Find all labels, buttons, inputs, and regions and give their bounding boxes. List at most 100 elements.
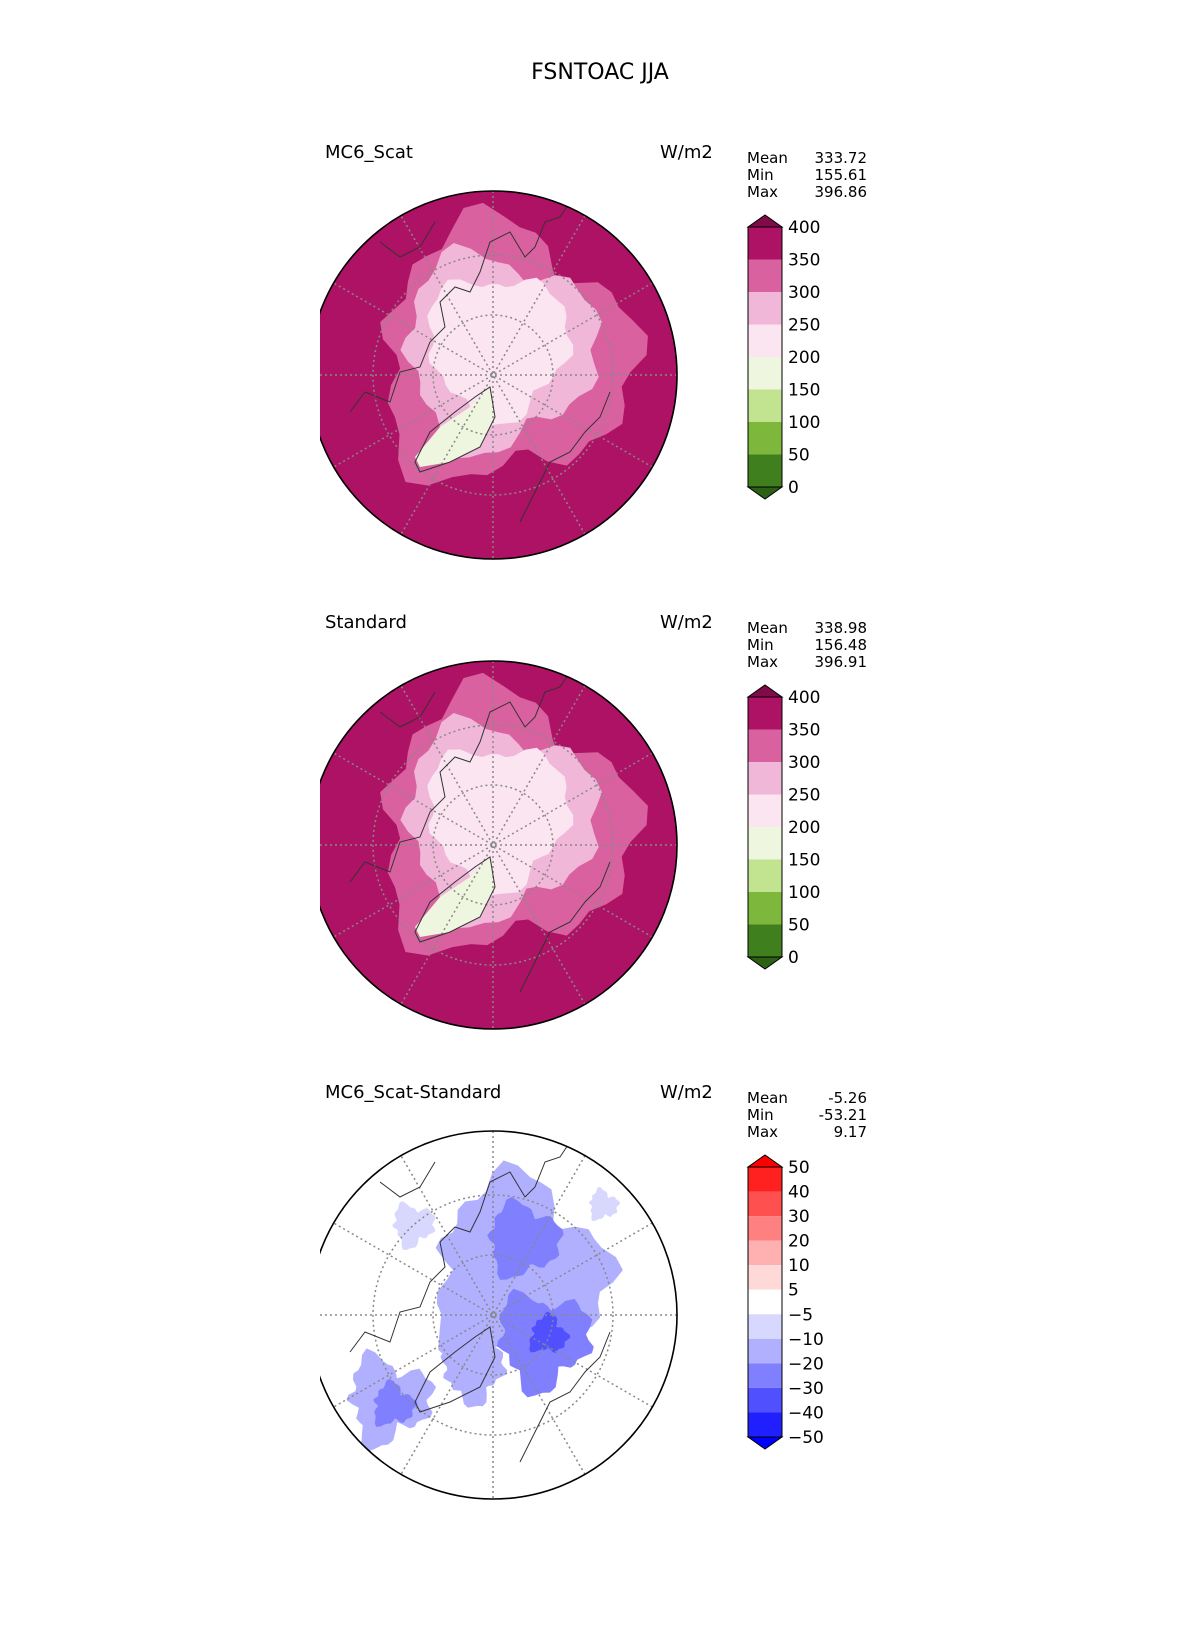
colorbar-tick-label: 250 <box>788 786 820 806</box>
map-boundary <box>320 190 678 560</box>
colorbar-tick-label: 100 <box>788 413 820 433</box>
polar-map <box>320 190 678 560</box>
colorbar-segment <box>748 1412 782 1437</box>
colorbar-tick-label: −30 <box>788 1379 824 1399</box>
colorbar-extend-top <box>746 1154 784 1168</box>
colorbar-tick-label: 20 <box>788 1232 810 1252</box>
stat-value: 338.98 <box>814 619 868 637</box>
stat-label: Max <box>747 183 779 201</box>
colorbar-segment <box>748 892 782 925</box>
meridian-line <box>333 752 653 938</box>
field-region <box>440 1338 508 1408</box>
colorbar-tick-label: 400 <box>788 218 820 238</box>
colorbar-segment <box>748 1387 782 1413</box>
meridian-line <box>400 215 586 535</box>
figure-title: FSNTOAC JJA <box>531 60 669 85</box>
colorbar-tick-label: 150 <box>788 381 820 401</box>
colorbar-frame <box>747 226 783 488</box>
colorbar-segment <box>748 1216 782 1241</box>
stat-value: 155.61 <box>814 166 868 184</box>
latitude-circle <box>432 314 554 436</box>
colorbar-tick-label: 350 <box>788 721 820 741</box>
meridian-line <box>400 685 586 1005</box>
stats-box: Mean -5.26 Min -53.21 Max 9.17 <box>747 1090 867 1141</box>
panel-title: MC6_Scat <box>325 142 413 163</box>
colorbar: 50 40 30 20 10 5 −5 −10 −20 −30 −40 −50 <box>746 1154 824 1450</box>
colorbar-segment <box>748 859 782 892</box>
colorbar-extend-bottom <box>746 486 784 500</box>
colorbar-segment <box>748 924 782 957</box>
latitude-circle <box>372 254 614 496</box>
stat-value: 333.72 <box>814 149 868 167</box>
colorbar-segment <box>748 1289 782 1315</box>
colorbar-tick-label: 100 <box>788 883 820 903</box>
colorbar-tick-label: −20 <box>788 1354 824 1374</box>
colorbar-frame <box>747 1166 783 1438</box>
colorbar-tick-label: 0 <box>788 948 799 968</box>
stat-value: -5.26 <box>828 1089 867 1107</box>
map-field <box>320 191 677 559</box>
colorbar-tick-label: 200 <box>788 348 820 368</box>
colorbar-tick-label: 5 <box>788 1281 799 1301</box>
coastline <box>349 1141 611 1463</box>
panel-mc6-scat: MC6_Scat W/m2 Mean 333.72 Min 155.61 Max 39… <box>0 142 1200 612</box>
meridian-line <box>333 752 653 938</box>
stat-value: -53.21 <box>818 1106 867 1124</box>
latitude-circle <box>372 724 614 966</box>
colorbar-tick-label: −40 <box>788 1403 824 1423</box>
colorbar-tick-label: 50 <box>788 916 810 936</box>
colorbar-tick-label: −5 <box>788 1305 813 1325</box>
colorbar-tick-label: 250 <box>788 316 820 336</box>
map-boundary <box>320 660 678 1030</box>
meridian-line <box>400 685 586 1005</box>
field-region <box>589 1187 621 1222</box>
stat-label: Mean <box>747 1089 788 1107</box>
stat-value: 396.91 <box>814 653 868 671</box>
colorbar-segment <box>748 1240 782 1266</box>
colorbar-tick-label: 300 <box>788 283 820 303</box>
meridian-line <box>400 1155 586 1475</box>
colorbar-tick-label: 10 <box>788 1256 810 1276</box>
stat-value: 9.17 <box>833 1123 867 1141</box>
colorbar-segment <box>748 292 782 325</box>
colorbar-tick-label: 400 <box>788 688 820 708</box>
field-region <box>487 1197 564 1280</box>
panel-difference: MC6_Scat-Standard W/m2 Mean -5.26 Min -53.… <box>0 1082 1200 1552</box>
colorbar-segment <box>748 729 782 762</box>
panel-title: MC6_Scat-Standard <box>325 1082 502 1103</box>
colorbar-segment <box>748 1363 782 1388</box>
colorbar-tick-label: 350 <box>788 251 820 271</box>
colorbar-tick-label: −50 <box>788 1428 824 1448</box>
colorbar-segment <box>748 357 782 390</box>
colorbar-extend-bottom <box>746 956 784 970</box>
stats-box: Mean 333.72 Min 155.61 Max 396.86 <box>747 150 867 201</box>
colorbar-tick-label: 0 <box>788 478 799 498</box>
panel-standard: Standard W/m2 Mean 338.98 Min 156.48 Max 39… <box>0 612 1200 1082</box>
colorbar-tick-label: 50 <box>788 1158 810 1178</box>
colorbar-extend-bottom <box>746 1436 784 1450</box>
latitude-circle <box>432 1254 554 1376</box>
coastline <box>349 671 611 993</box>
meridian-line <box>333 282 653 468</box>
stat-label: Mean <box>747 619 788 637</box>
polar-map <box>320 660 678 1030</box>
stat-label: Max <box>747 1123 779 1141</box>
meridian-line <box>333 1222 653 1408</box>
panel-units: W/m2 <box>660 142 713 163</box>
field-region <box>392 1201 436 1251</box>
meridian-line <box>400 215 586 535</box>
coastline <box>349 201 611 523</box>
colorbar: 400 350 300 250 200 150 100 50 0 <box>746 214 820 500</box>
colorbar-tick-label: 50 <box>788 446 810 466</box>
field-region <box>373 1378 418 1427</box>
map-field <box>320 1131 677 1499</box>
latitude-circle <box>432 784 554 906</box>
colorbar-tick-label: 40 <box>788 1183 810 1203</box>
meridian-line <box>333 282 653 468</box>
colorbar-segment <box>748 259 782 292</box>
colorbar-segment <box>748 1314 782 1339</box>
colorbar-segment <box>748 1167 782 1192</box>
colorbar-tick-label: 300 <box>788 753 820 773</box>
colorbar-segment <box>748 762 782 795</box>
colorbar-segment <box>748 422 782 455</box>
